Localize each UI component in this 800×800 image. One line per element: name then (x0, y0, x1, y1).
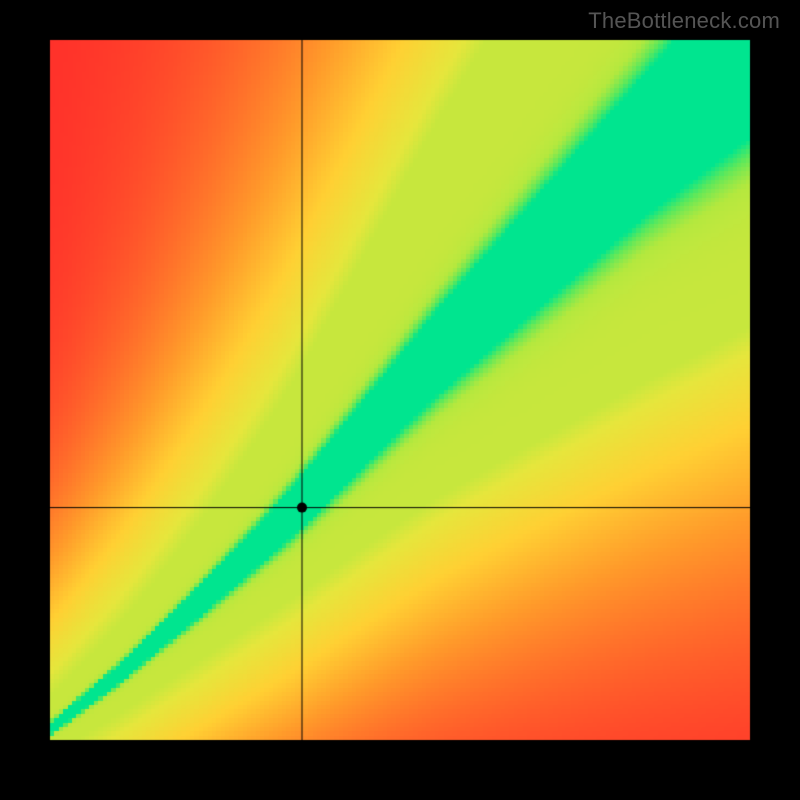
watermark-text: TheBottleneck.com (588, 8, 780, 34)
figure-container: TheBottleneck.com (0, 0, 800, 800)
bottleneck-heatmap (0, 0, 800, 800)
